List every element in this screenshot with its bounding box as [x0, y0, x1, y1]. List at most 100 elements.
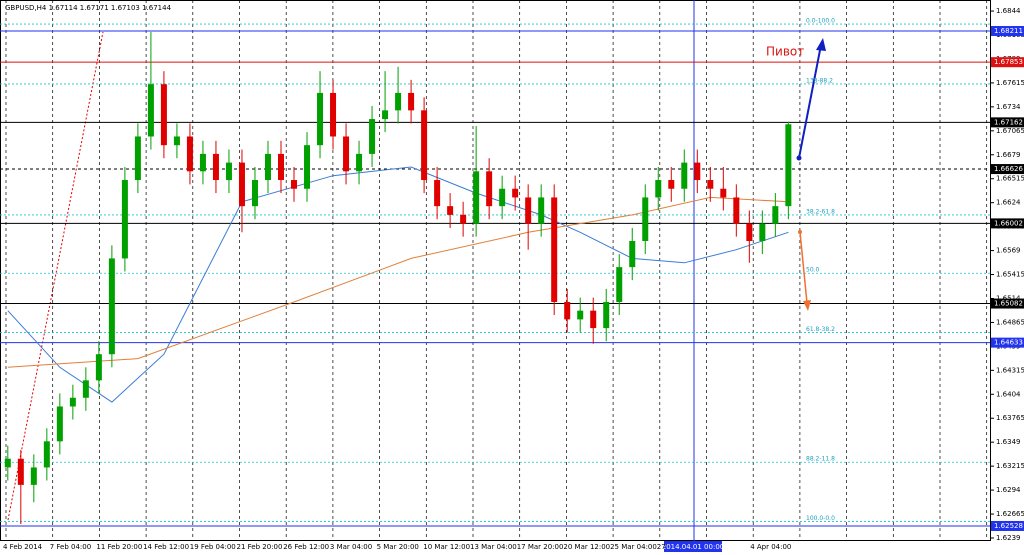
x-tick-label: 5 Mar 20:00 — [377, 543, 419, 551]
candle-body — [382, 110, 389, 120]
y-tick-label: 1.6349 — [996, 438, 1021, 446]
y-tick-label: 1.6569 — [996, 247, 1021, 255]
candle-body — [655, 180, 662, 198]
candle-body — [95, 354, 102, 381]
up-arrow — [798, 44, 822, 159]
candle-body — [173, 136, 180, 146]
candle-body — [330, 92, 337, 137]
fib-label: 61.8-38.2 — [806, 326, 835, 333]
level-label: 1.66626 — [994, 165, 1023, 173]
candle-body — [160, 84, 167, 146]
candle-body — [720, 188, 727, 198]
y-tick-label: 1.66515 — [996, 175, 1024, 183]
candle-body — [408, 92, 415, 111]
candle-body — [629, 240, 636, 268]
y-tick-label: 1.6294 — [996, 486, 1021, 494]
level-label: 1.66002 — [994, 219, 1023, 227]
y-tick-label: 1.6844 — [996, 7, 1021, 15]
level-label: 1.67853 — [994, 58, 1023, 66]
plot-frame — [0, 0, 991, 541]
y-tick-label: 1.64865 — [996, 318, 1024, 326]
down-arrow-head — [803, 300, 811, 311]
candle-body — [82, 380, 89, 398]
cursor-box: 2014.04.01 00:00 — [662, 541, 724, 552]
candle-body — [17, 458, 24, 485]
candle-body — [147, 84, 154, 137]
x-tick-label: 25 Mar 04:00 — [610, 543, 657, 551]
x-tick-label: 14 Feb 12:00 — [143, 543, 189, 551]
candle-body — [564, 301, 571, 320]
y-tick-label: 1.6679 — [996, 151, 1021, 159]
x-tick-label: 3 Mar 04:00 — [330, 543, 372, 551]
y-tick-label: 1.63215 — [996, 462, 1024, 470]
y-tick-label: 1.63765 — [996, 414, 1024, 422]
candle-body — [590, 310, 597, 329]
candle-body — [121, 180, 128, 259]
y-tick-label: 1.67615 — [996, 79, 1024, 87]
candle-body — [772, 206, 779, 224]
candle-body — [134, 136, 141, 181]
level-label-bg — [991, 57, 1024, 68]
candle-body — [785, 124, 792, 207]
candle-body — [603, 301, 610, 329]
candle-body — [486, 171, 493, 207]
candle-body — [538, 197, 545, 224]
candle-body — [460, 214, 467, 224]
candle-body — [108, 258, 115, 355]
level-label: 1.67162 — [994, 118, 1023, 126]
candle-body — [447, 206, 454, 215]
level-label-bg — [991, 164, 1024, 175]
level-label-bg — [991, 520, 1024, 531]
candle-body — [668, 180, 675, 189]
x-tick-label: 26 Feb 12:00 — [283, 543, 329, 551]
down-arrow-start — [798, 230, 802, 234]
pivot-label: Пивот — [766, 45, 804, 59]
candle-body — [304, 145, 311, 189]
level-label-bg — [991, 26, 1024, 37]
down-arrow — [799, 231, 808, 304]
y-tick-label: 1.6624 — [996, 199, 1021, 207]
candle-body — [369, 119, 376, 154]
moving-average — [7, 166, 789, 403]
candle-body — [694, 162, 701, 181]
candle-body — [238, 162, 245, 207]
candle-body — [264, 153, 271, 181]
marks — [4, 31, 792, 525]
y-tick-label: 1.67065 — [996, 127, 1024, 135]
candle-body — [681, 162, 688, 189]
candle-body — [30, 467, 37, 485]
level-label: 1.65082 — [994, 300, 1023, 308]
candle-body — [616, 267, 623, 302]
candle-body — [759, 223, 766, 241]
candle-body — [4, 458, 11, 468]
x-tick-label: 10 Mar 12:00 — [423, 543, 470, 551]
candle-body — [473, 171, 480, 224]
candle-body — [733, 197, 740, 224]
up-arrow-head — [816, 38, 826, 51]
candle-body — [434, 180, 441, 207]
candle-body — [317, 92, 324, 146]
level-label-bg — [991, 218, 1024, 229]
fib-label: 88.2-11.8 — [806, 456, 835, 463]
x-tick-label: 11 Feb 20:00 — [96, 543, 142, 551]
fib-label: 100.0-0.0 — [806, 515, 835, 522]
candle-body — [43, 441, 50, 468]
candle-body — [343, 136, 350, 172]
y-tick-label: 1.6239 — [996, 534, 1021, 542]
x-tick-label: 17 Mar 20:00 — [517, 543, 564, 551]
x-tick-label: 27 — [657, 543, 666, 551]
x-tick-label: 7 Feb 04:00 — [50, 543, 91, 551]
candle-body — [277, 153, 284, 181]
candle-body — [746, 223, 753, 241]
candle-body — [69, 397, 76, 407]
x-tick-label: 4 Apr 04:00 — [750, 543, 791, 551]
x-tick-label: 20 Mar 12:00 — [563, 543, 610, 551]
level-label: 1.64633 — [994, 339, 1023, 347]
candle-body — [421, 110, 428, 181]
candle-body — [707, 180, 714, 189]
candle-body — [225, 162, 232, 181]
candle-body — [512, 188, 519, 198]
x-tick-label: 4 Feb 2014 — [3, 543, 43, 551]
candle-body — [577, 310, 584, 320]
